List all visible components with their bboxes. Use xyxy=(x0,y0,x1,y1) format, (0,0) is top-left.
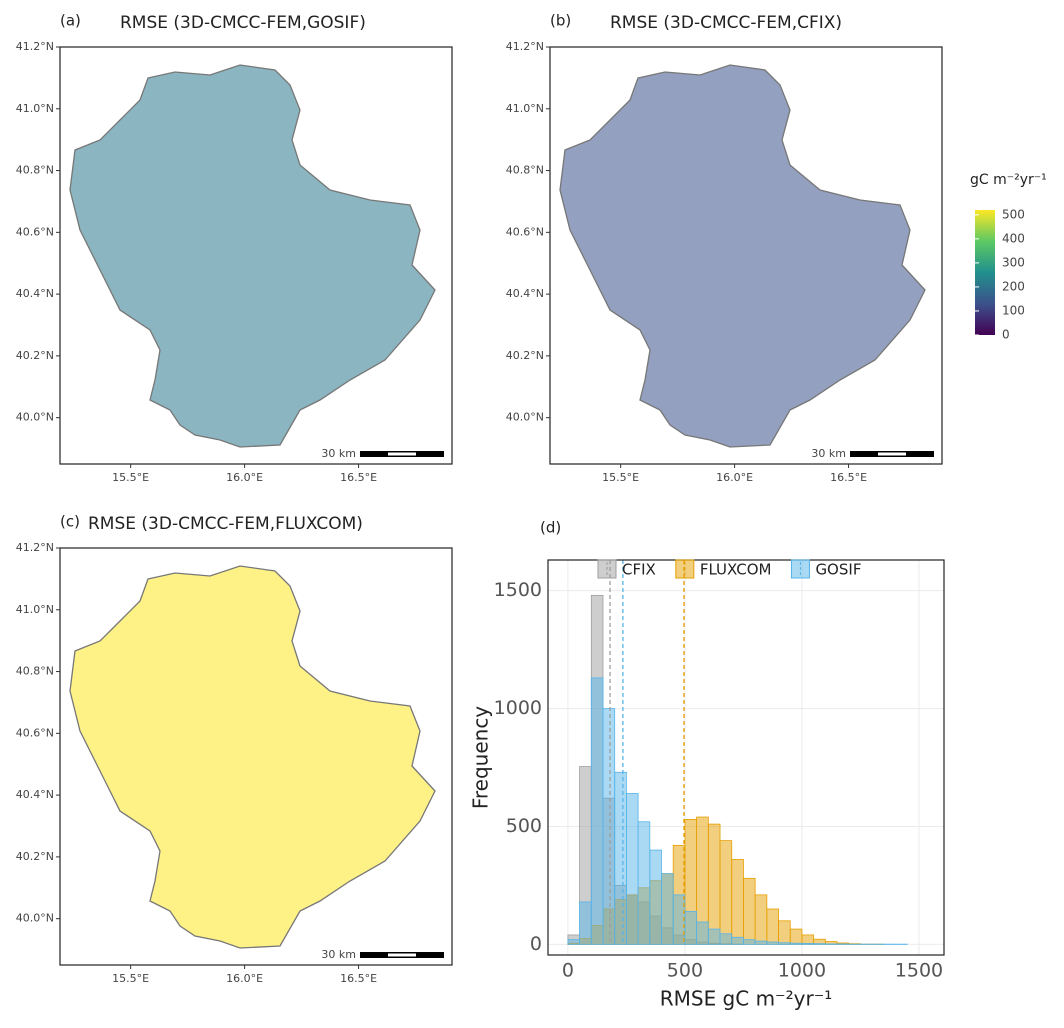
y-tick-label: 40.0°N xyxy=(16,411,54,424)
map-title: RMSE (3D-CMCC-FEM,FLUXCOM) xyxy=(88,514,363,534)
x-tick-label: 0 xyxy=(562,960,574,982)
y-tick-label: 40.2°N xyxy=(506,349,544,362)
colorbar-tick-label: 500 xyxy=(1002,207,1025,221)
y-tick-label: 1000 xyxy=(494,697,542,719)
x-tick-label: 16.5°E xyxy=(340,471,377,484)
map-title: RMSE (3D-CMCC-FEM,GOSIF) xyxy=(120,13,366,33)
y-tick-label: 1500 xyxy=(494,579,542,601)
y-tick-label: 40.4°N xyxy=(16,287,54,300)
x-tick-label: 16.0°E xyxy=(226,972,263,985)
colorbar-tick-label: 100 xyxy=(1002,303,1025,317)
histogram-bar xyxy=(790,943,802,944)
histogram-bar xyxy=(743,878,755,944)
histogram-bar xyxy=(743,940,755,945)
map-title: RMSE (3D-CMCC-FEM,CFIX) xyxy=(610,13,842,33)
y-tick-label: 41.2°N xyxy=(16,541,54,554)
y-tick-label: 500 xyxy=(506,815,542,837)
panel-label: (d) xyxy=(540,519,561,537)
x-tick-label: 1500 xyxy=(895,960,943,982)
scale-bar-label: 30 km xyxy=(811,447,846,460)
histogram-bar xyxy=(673,895,685,945)
histogram-bar xyxy=(779,943,791,945)
histogram-bar xyxy=(591,678,603,944)
y-tick-label: 40.6°N xyxy=(16,225,54,238)
colorbar xyxy=(975,210,995,335)
histogram-bar xyxy=(767,909,779,944)
colorbar-tick-label: 0 xyxy=(1002,328,1010,342)
y-tick-label: 41.0°N xyxy=(506,102,544,115)
histogram-bar xyxy=(720,841,732,945)
y-tick-label: 40.4°N xyxy=(16,788,54,801)
x-tick-label: 500 xyxy=(667,960,703,982)
y-tick-label: 40.2°N xyxy=(16,850,54,863)
region-outline xyxy=(560,65,925,447)
histogram-bar xyxy=(802,943,814,944)
y-tick-label: 0 xyxy=(530,933,542,955)
panel-label: (c) xyxy=(60,513,80,531)
histogram-bar xyxy=(802,935,814,944)
scale-bar-segment xyxy=(388,453,416,456)
histogram-bar xyxy=(755,895,767,945)
legend-label: CFIX xyxy=(622,561,656,579)
histogram-bar xyxy=(755,941,767,944)
y-axis-title: Frequency xyxy=(469,706,493,809)
x-tick-label: 15.5°E xyxy=(602,471,639,484)
x-tick-label: 16.0°E xyxy=(716,471,753,484)
x-tick-label: 1000 xyxy=(778,960,826,982)
histogram-bar xyxy=(790,929,802,944)
histogram-bar xyxy=(697,922,709,944)
y-tick-label: 41.0°N xyxy=(16,102,54,115)
y-tick-label: 41.2°N xyxy=(16,40,54,53)
histogram-bar xyxy=(626,793,638,944)
y-tick-label: 40.8°N xyxy=(16,665,54,678)
histogram-bar xyxy=(603,709,615,945)
scale-bar-label: 30 km xyxy=(321,948,356,961)
histogram-bar xyxy=(720,934,732,945)
histogram-bar xyxy=(650,850,662,944)
histogram-bar xyxy=(685,911,697,944)
legend-label: GOSIF xyxy=(815,561,861,579)
scale-bar-segment xyxy=(878,453,906,456)
region-outline xyxy=(70,65,435,447)
y-tick-label: 40.4°N xyxy=(506,287,544,300)
colorbar-tick-label: 300 xyxy=(1002,255,1025,269)
x-axis-title: RMSE gC m⁻²yr⁻¹ xyxy=(660,987,833,1011)
histogram-bar xyxy=(732,937,744,944)
histogram-bar xyxy=(779,921,791,945)
colorbar-tick-label: 200 xyxy=(1002,279,1025,293)
y-tick-label: 41.0°N xyxy=(16,603,54,616)
colorbar-tick-label: 400 xyxy=(1002,231,1025,245)
y-tick-label: 40.0°N xyxy=(506,411,544,424)
histogram-bar xyxy=(615,772,627,944)
histogram-bar xyxy=(708,824,720,944)
x-tick-label: 15.5°E xyxy=(112,471,149,484)
histogram-bar xyxy=(814,944,826,945)
region-outline xyxy=(70,566,435,948)
histogram-bar xyxy=(568,940,580,945)
scale-bar-segment xyxy=(388,954,416,957)
histogram-bar xyxy=(767,942,779,944)
y-tick-label: 40.6°N xyxy=(506,225,544,238)
histogram-bar xyxy=(580,902,592,944)
scale-bar-label: 30 km xyxy=(321,447,356,460)
y-tick-label: 40.8°N xyxy=(506,164,544,177)
y-tick-label: 40.8°N xyxy=(16,164,54,177)
colorbar-title: gC m⁻²yr⁻¹ xyxy=(970,172,1047,188)
legend-label: FLUXCOM xyxy=(700,561,772,579)
x-tick-label: 16.5°E xyxy=(830,471,867,484)
y-tick-label: 40.0°N xyxy=(16,912,54,925)
y-tick-label: 40.6°N xyxy=(16,726,54,739)
x-tick-label: 16.0°E xyxy=(226,471,263,484)
histogram-bar xyxy=(638,822,650,945)
panel-label: (a) xyxy=(60,12,81,30)
x-tick-label: 16.5°E xyxy=(340,972,377,985)
histogram-bar xyxy=(662,874,674,945)
histogram-bar xyxy=(732,859,744,944)
histogram-bar xyxy=(708,929,720,944)
y-tick-label: 41.2°N xyxy=(506,40,544,53)
y-tick-label: 40.2°N xyxy=(16,349,54,362)
panel-label: (b) xyxy=(550,12,571,30)
x-tick-label: 15.5°E xyxy=(112,972,149,985)
